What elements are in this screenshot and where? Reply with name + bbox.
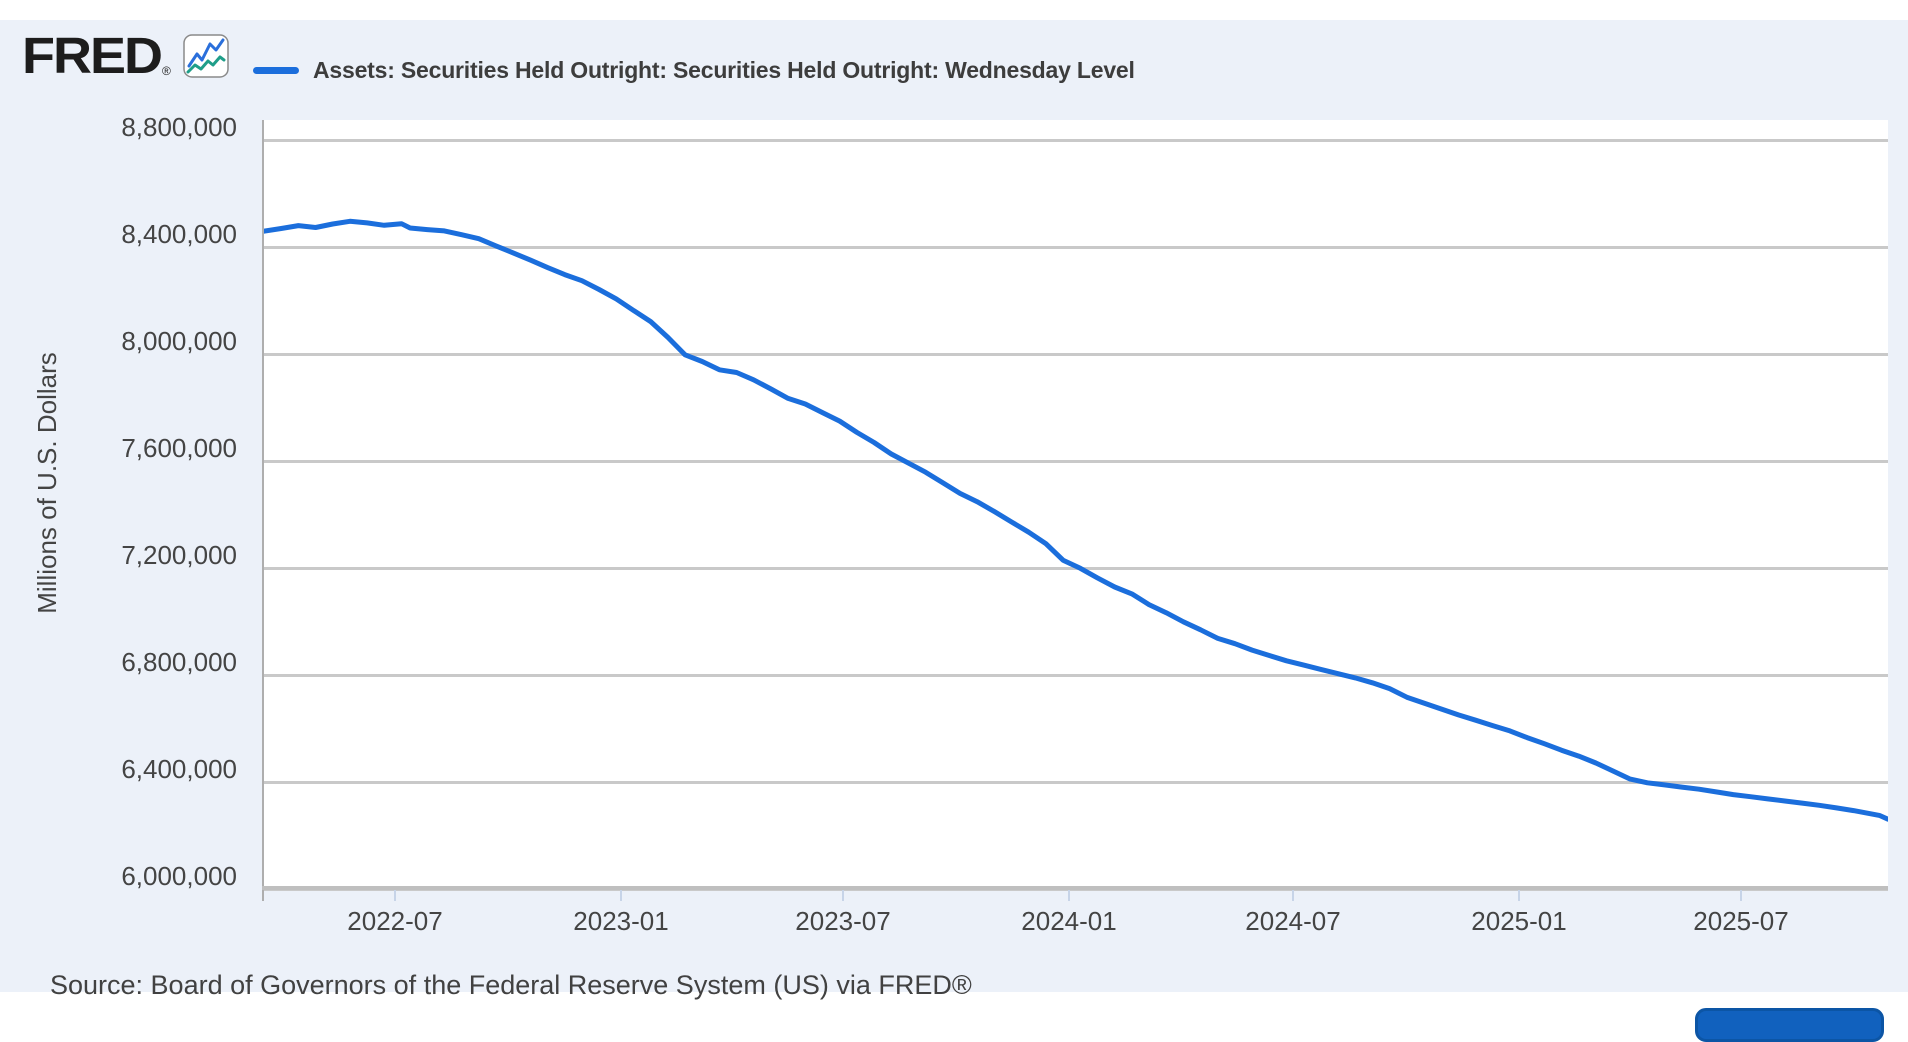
x-tick-label: 2025-07 <box>1693 906 1789 936</box>
x-tick-mark <box>842 890 844 901</box>
x-tick-mark <box>1068 890 1070 901</box>
y-tick-label: 7,600,000 <box>121 433 237 463</box>
x-tick-mark <box>620 890 622 901</box>
series-line <box>264 218 1888 822</box>
gridline <box>264 781 1888 784</box>
fred-logo[interactable]: FRED ® <box>22 30 229 82</box>
y-tick-label: 6,800,000 <box>121 647 237 677</box>
x-tick-label: 2022-07 <box>347 906 443 936</box>
x-tick-label: 2023-01 <box>573 906 669 936</box>
y-tick-label: 8,800,000 <box>121 112 237 142</box>
gridline <box>264 674 1888 677</box>
x-tick-label: 2025-01 <box>1471 906 1567 936</box>
gridline <box>264 353 1888 356</box>
x-tick-label: 2023-07 <box>795 906 891 936</box>
x-axis-line <box>262 886 1888 890</box>
legend-series-label: Assets: Securities Held Outright: Securi… <box>313 56 1135 83</box>
x-tick-mark <box>394 890 396 901</box>
gridline <box>264 246 1888 249</box>
x-tick-mark <box>1518 890 1520 901</box>
series-line-chart[interactable] <box>264 120 1888 889</box>
fred-sparkline-icon <box>183 33 229 83</box>
y-tick-label: 8,000,000 <box>121 326 237 356</box>
x-tick-mark <box>1292 890 1294 901</box>
fred-logo-text: FRED <box>22 27 163 85</box>
x-tick-label: 2024-07 <box>1245 906 1341 936</box>
x-tick-mark <box>1740 890 1742 901</box>
y-tick-label: 6,000,000 <box>121 861 237 891</box>
fred-graph-canvas: FRED ® Assets: Securities Held Outright:… <box>0 20 1908 1042</box>
registered-trademark: ® <box>162 64 171 78</box>
chart-legend: Assets: Securities Held Outright: Securi… <box>253 48 1135 92</box>
y-axis-line <box>262 120 264 901</box>
top-white-strip <box>0 0 1908 20</box>
bottom-right-button[interactable] <box>1695 1008 1884 1042</box>
gridline <box>264 139 1888 142</box>
y-tick-label: 6,400,000 <box>121 754 237 784</box>
source-attribution: Source: Board of Governors of the Federa… <box>50 970 972 1000</box>
x-tick-label: 2024-01 <box>1021 906 1117 936</box>
legend-line-swatch <box>253 66 299 74</box>
gridline <box>264 460 1888 463</box>
y-tick-label: 7,200,000 <box>121 540 237 570</box>
y-tick-label: 8,400,000 <box>121 219 237 249</box>
